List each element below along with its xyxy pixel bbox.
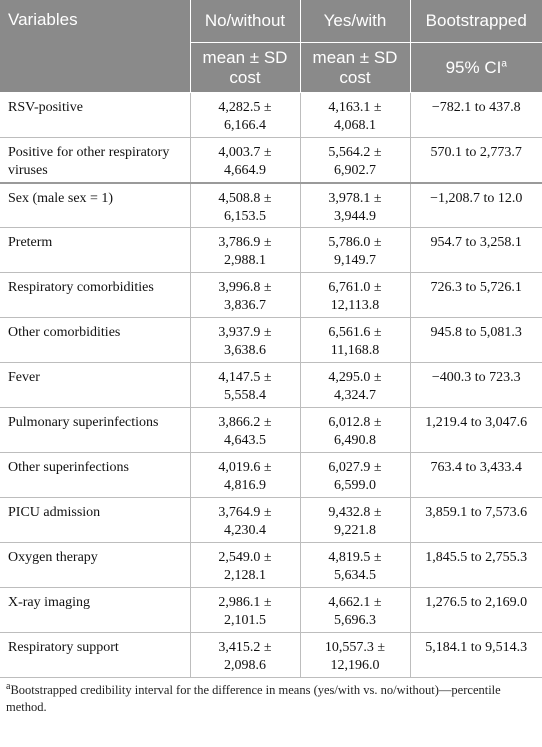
table-row: X-ray imaging 2,986.1 ± 2,101.5 4,662.1 ± …: [0, 587, 542, 633]
value-cell: 726.3 to 5,726.1: [410, 272, 542, 318]
variable-cell: PICU admission: [0, 497, 191, 543]
table-row: Preterm 3,786.9 ± 2,988.1 5,786.0 ± 9,149.…: [0, 227, 542, 273]
value-cell: 4,163.1 ± 4,068.1: [300, 92, 411, 138]
value-cell: 10,557.3 ± 12,196.0: [300, 632, 411, 678]
header-row: Variables No/without Yes/with Bootstrapp…: [0, 0, 542, 93]
value-cell: 6,561.6 ± 11,168.8: [300, 317, 411, 363]
value-cell: 4,662.1 ± 5,696.3: [300, 587, 411, 633]
variable-cell: RSV-positive: [0, 92, 191, 138]
value-cell: 3,978.1 ± 3,944.9: [300, 182, 411, 228]
value-cell: 763.4 to 3,433.4: [410, 452, 542, 498]
value-cell: 3,996.8 ± 3,836.7: [190, 272, 301, 318]
table-row: Oxygen therapy 2,549.0 ± 2,128.1 4,819.5 ±…: [0, 542, 542, 588]
variable-cell: Oxygen therapy: [0, 542, 191, 588]
footnote-mark: a: [501, 57, 507, 69]
value-cell: 4,819.5 ± 5,634.5: [300, 542, 411, 588]
value-cell: 5,786.0 ± 9,149.7: [300, 227, 411, 273]
value-cell: −782.1 to 437.8: [410, 92, 542, 138]
variable-cell: Positive for other respiratory viruses: [0, 137, 191, 184]
header-cell: mean ± SD cost: [190, 42, 301, 93]
header-text: 95% CI: [445, 57, 502, 77]
table-row: Sex (male sex = 1) 4,508.8 ± 6,153.5 3,978…: [0, 182, 542, 228]
variable-cell: Sex (male sex = 1): [0, 182, 191, 228]
header-cell: mean ± SD cost: [300, 42, 411, 93]
variable-cell: X-ray imaging: [0, 587, 191, 633]
table-row: Positive for other respiratory viruses 4,…: [0, 137, 542, 184]
variable-cell: Pulmonary superinfections: [0, 407, 191, 453]
header-cell: No/without: [190, 0, 301, 43]
variable-cell: Other comorbidities: [0, 317, 191, 363]
table-body: RSV-positive 4,282.5 ± 6,166.4 4,163.1 ± 4…: [0, 92, 542, 678]
value-cell: 2,986.1 ± 2,101.5: [190, 587, 301, 633]
table-row: Respiratory comorbidities 3,996.8 ± 3,836…: [0, 272, 542, 318]
value-cell: 1,219.4 to 3,047.6: [410, 407, 542, 453]
table-row: PICU admission 3,764.9 ± 4,230.4 9,432.8 ±…: [0, 497, 542, 543]
value-cell: 2,549.0 ± 2,128.1: [190, 542, 301, 588]
variable-cell: Preterm: [0, 227, 191, 273]
value-cell: 5,564.2 ± 6,902.7: [300, 137, 411, 184]
header-row: mean ± SD cost mean ± SD cost 95% CIa: [0, 42, 542, 93]
value-cell: 3,859.1 to 7,573.6: [410, 497, 542, 543]
footnote-mark: a: [6, 680, 11, 692]
value-cell: 6,012.8 ± 6,490.8: [300, 407, 411, 453]
header-cell: Bootstrapped: [410, 0, 542, 43]
value-cell: 4,508.8 ± 6,153.5: [190, 182, 301, 228]
value-cell: 954.7 to 3,258.1: [410, 227, 542, 273]
table-row: Pulmonary superinfections 3,866.2 ± 4,643…: [0, 407, 542, 453]
value-cell: 3,415.2 ± 2,098.6: [190, 632, 301, 678]
table-row: Respiratory support 3,415.2 ± 2,098.6 10,5…: [0, 632, 542, 678]
variable-cell: Other superinfections: [0, 452, 191, 498]
value-cell: 3,764.9 ± 4,230.4: [190, 497, 301, 543]
value-cell: 6,761.0 ± 12,113.8: [300, 272, 411, 318]
value-cell: −400.3 to 723.3: [410, 362, 542, 408]
value-cell: 1,276.5 to 2,169.0: [410, 587, 542, 633]
value-cell: 6,027.9 ± 6,599.0: [300, 452, 411, 498]
value-cell: 5,184.1 to 9,514.3: [410, 632, 542, 678]
value-cell: 945.8 to 5,081.3: [410, 317, 542, 363]
variable-cell: Respiratory comorbidities: [0, 272, 191, 318]
header-cell: Variables: [0, 0, 191, 93]
value-cell: 4,295.0 ± 4,324.7: [300, 362, 411, 408]
value-cell: 4,147.5 ± 5,558.4: [190, 362, 301, 408]
table-row: Fever 4,147.5 ± 5,558.4 4,295.0 ± 4,324.7−…: [0, 362, 542, 408]
value-cell: 4,019.6 ± 4,816.9: [190, 452, 301, 498]
footnote: aBootstrapped credibility interval for t…: [0, 678, 542, 716]
table-row: Other comorbidities 3,937.9 ± 3,638.6 6,56…: [0, 317, 542, 363]
value-cell: 570.1 to 2,773.7: [410, 137, 542, 184]
value-cell: 4,282.5 ± 6,166.4: [190, 92, 301, 138]
table-header: Variables No/without Yes/with Bootstrapp…: [0, 0, 542, 93]
value-cell: 3,866.2 ± 4,643.5: [190, 407, 301, 453]
footnote-text: Bootstrapped credibility interval for th…: [6, 683, 501, 714]
value-cell: 1,845.5 to 2,755.3: [410, 542, 542, 588]
value-cell: 9,432.8 ± 9,221.8: [300, 497, 411, 543]
value-cell: 4,003.7 ± 4,664.9: [190, 137, 301, 184]
value-cell: −1,208.7 to 12.0: [410, 182, 542, 228]
data-table: Variables No/without Yes/with Bootstrapp…: [0, 0, 542, 678]
table-row: Other superinfections 4,019.6 ± 4,816.9 6,…: [0, 452, 542, 498]
variable-cell: Respiratory support: [0, 632, 191, 678]
variable-cell: Fever: [0, 362, 191, 408]
value-cell: 3,937.9 ± 3,638.6: [190, 317, 301, 363]
table-row: RSV-positive 4,282.5 ± 6,166.4 4,163.1 ± 4…: [0, 92, 542, 138]
header-cell: Yes/with: [300, 0, 411, 43]
value-cell: 3,786.9 ± 2,988.1: [190, 227, 301, 273]
header-cell: 95% CIa: [410, 42, 542, 93]
